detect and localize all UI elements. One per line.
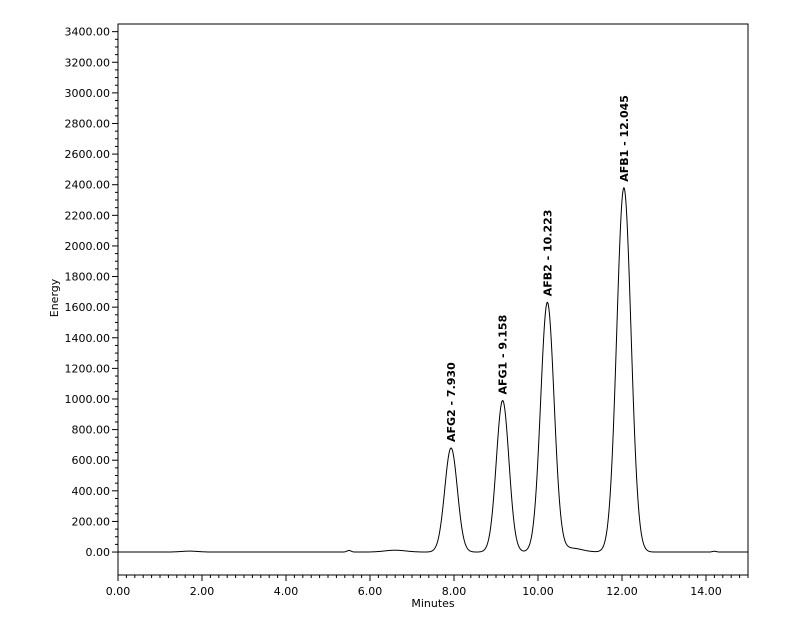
y-tick-label: 1400.00 — [65, 332, 111, 345]
y-tick-label: 1000.00 — [65, 393, 111, 406]
x-axis: 0.00 2.00 4.00 6.00 8.00 10.00 12.00 14.00 — [106, 575, 749, 598]
y-tick-label: 200.00 — [72, 515, 111, 528]
peak-labels: AFG2 - 7.930 AFG1 - 9.158 AFB2 - 10.223 AFB… — [445, 95, 631, 442]
y-tick-label: 2800.00 — [65, 117, 111, 130]
x-tick-label: 4.00 — [274, 585, 299, 598]
x-tick-label: 2.00 — [190, 585, 215, 598]
y-tick-label: 3200.00 — [65, 56, 111, 69]
y-tick-label: 3400.00 — [65, 26, 111, 39]
x-tick-label: 6.00 — [358, 585, 383, 598]
x-tick-label: 0.00 — [106, 585, 131, 598]
y-axis: 0.00 200.00 400.00 600.00 800.00 1000.00 1200.… — [65, 26, 118, 559]
y-tick-label: 2600.00 — [65, 148, 111, 161]
chromatogram-trace — [118, 187, 748, 553]
plot-frame — [117, 23, 749, 576]
x-tick-label: 14.00 — [690, 585, 722, 598]
peak-label: AFG2 - 7.930 — [445, 362, 458, 442]
x-tick-label: 10.00 — [522, 585, 554, 598]
peak-label: AFB2 - 10.223 — [541, 210, 554, 297]
x-axis-title: Minutes — [411, 597, 455, 610]
y-axis-title: Energy — [48, 278, 61, 317]
y-tick-label: 2400.00 — [65, 179, 111, 192]
y-tick-label: 3000.00 — [65, 87, 111, 100]
peak-label: AFB1 - 12.045 — [618, 95, 631, 182]
x-tick-label: 8.00 — [442, 585, 467, 598]
y-tick-label: 400.00 — [72, 485, 111, 498]
y-tick-label: 1200.00 — [65, 362, 111, 375]
x-tick-label: 12.00 — [606, 585, 638, 598]
y-tick-label: 0.00 — [86, 546, 111, 559]
y-tick-label: 1800.00 — [65, 271, 111, 284]
y-tick-label: 600.00 — [72, 454, 111, 467]
y-tick-label: 1600.00 — [65, 301, 111, 314]
y-tick-label: 2000.00 — [65, 240, 111, 253]
y-tick-label: 800.00 — [72, 424, 111, 437]
peak-label: AFG1 - 9.158 — [497, 315, 510, 395]
y-tick-label: 2200.00 — [65, 209, 111, 222]
